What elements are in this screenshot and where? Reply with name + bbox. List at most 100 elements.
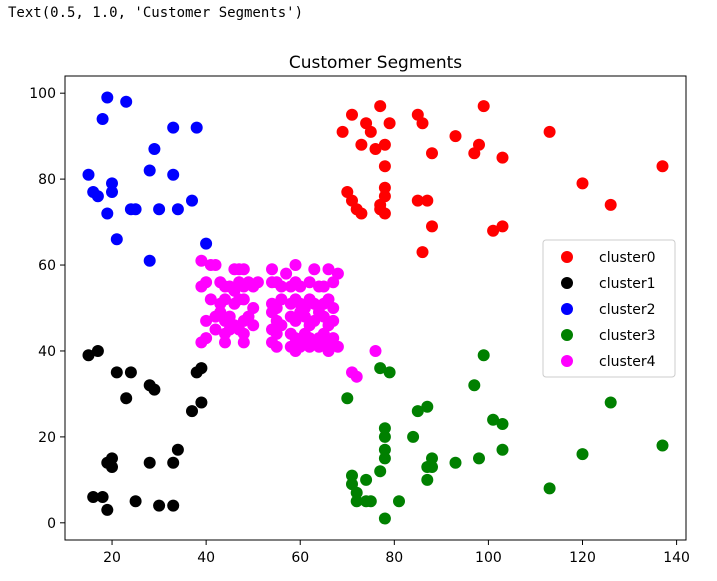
point-cluster3-5 (411, 405, 424, 418)
x-tick-label-40: 40 (197, 550, 215, 566)
point-cluster0-19 (656, 160, 669, 173)
point-cluster2-15 (129, 203, 142, 216)
point-cluster1-22 (167, 499, 180, 512)
chart-title: Customer Segments (289, 53, 462, 73)
point-cluster1-20 (129, 495, 142, 508)
point-cluster4-0 (195, 254, 208, 267)
point-cluster2-1 (120, 95, 133, 108)
point-cluster2-5 (148, 143, 161, 155)
cell-output-text: Text(0.5, 1.0, 'Customer Segments') (8, 5, 304, 21)
legend-marker-cluster0 (561, 251, 573, 263)
point-cluster3-20 (496, 443, 509, 456)
point-cluster0-13 (449, 130, 462, 143)
point-cluster0-34 (426, 220, 438, 233)
point-cluster3-10 (378, 422, 391, 435)
point-cluster1-10 (195, 396, 208, 409)
x-tick-label-120: 120 (569, 550, 596, 566)
x-tick-label-60: 60 (291, 550, 309, 566)
point-cluster4-100 (294, 340, 307, 353)
point-cluster0-21 (604, 198, 617, 211)
point-cluster1-6 (120, 392, 133, 405)
point-cluster1-8 (195, 362, 208, 375)
point-cluster2-9 (106, 177, 118, 190)
point-cluster3-26 (374, 465, 387, 478)
axes-frame (64, 75, 687, 541)
point-cluster4-32 (327, 276, 340, 289)
point-cluster2-19 (110, 233, 123, 246)
point-cluster0-32 (421, 194, 434, 207)
point-cluster2-0 (101, 91, 114, 104)
point-cluster4-104 (331, 340, 344, 353)
point-cluster2-8 (91, 190, 104, 203)
point-cluster4-97 (270, 340, 283, 353)
point-cluster4-22 (251, 276, 264, 289)
legend-marker-cluster4 (561, 355, 573, 367)
point-cluster1-2 (110, 366, 123, 379)
point-cluster2-3 (167, 121, 180, 134)
legend-label-cluster2: cluster2 (599, 302, 656, 318)
point-cluster0-36 (496, 220, 509, 233)
point-cluster4-42 (275, 293, 288, 306)
point-cluster1-16 (171, 443, 184, 456)
point-cluster0-33 (416, 246, 429, 259)
point-cluster4-7 (280, 267, 293, 280)
x-axis: 20 40 60 80 100 120 140 (103, 540, 690, 566)
point-cluster3-23 (346, 469, 358, 482)
point-cluster2-11 (143, 164, 156, 177)
point-cluster4-61 (247, 319, 260, 332)
point-cluster3-12 (378, 443, 391, 456)
point-cluster4-28 (294, 280, 307, 293)
point-cluster3-2 (383, 366, 396, 379)
legend-marker-cluster2 (561, 303, 573, 315)
legend-box (542, 239, 676, 378)
point-cluster3-27 (350, 486, 363, 499)
point-cluster4-107 (350, 370, 363, 383)
point-cluster2-20 (143, 254, 156, 267)
point-cluster3-4 (468, 379, 481, 392)
point-cluster1-3 (124, 366, 137, 379)
point-cluster4-101 (303, 340, 316, 353)
point-cluster1-21 (153, 499, 166, 512)
point-cluster2-21 (200, 237, 213, 250)
point-cluster2-13 (101, 207, 114, 220)
point-cluster0-9 (378, 138, 391, 151)
legend-label-cluster0: cluster0 (599, 250, 656, 266)
point-cluster2-16 (153, 203, 166, 216)
point-cluster4-35 (219, 293, 231, 306)
point-cluster3-8 (496, 418, 509, 430)
point-cluster3-33 (543, 482, 556, 495)
legend-marker-cluster3 (561, 329, 573, 341)
point-cluster4-10 (322, 263, 335, 276)
point-cluster3-14 (407, 430, 420, 443)
x-tick-label-140: 140 (663, 550, 690, 566)
point-cluster3-17 (426, 461, 438, 473)
y-tick-label-0: 0 (47, 516, 56, 532)
point-cluster0-28 (378, 190, 391, 203)
point-cluster3-3 (477, 349, 490, 362)
point-cluster0-5 (383, 117, 396, 130)
point-cluster1-19 (101, 503, 114, 516)
point-cluster2-18 (186, 194, 198, 207)
point-cluster0-8 (369, 143, 382, 155)
point-cluster0-31 (411, 194, 424, 207)
point-cluster0-3 (374, 100, 387, 113)
point-cluster3-6 (421, 400, 434, 413)
point-cluster3-0 (341, 392, 354, 405)
point-cluster1-14 (143, 456, 156, 469)
point-cluster3-28 (350, 495, 363, 508)
x-tick-label-100: 100 (475, 550, 502, 566)
point-cluster3-25 (360, 473, 373, 486)
point-cluster3-31 (393, 495, 405, 508)
point-cluster1-18 (96, 491, 109, 503)
point-cluster2-2 (96, 113, 109, 125)
point-cluster4-94 (219, 336, 231, 349)
legend-label-cluster4: cluster4 (599, 354, 656, 370)
point-cluster4-74 (327, 314, 340, 327)
point-cluster0-30 (378, 207, 391, 220)
y-tick-label-40: 40 (38, 344, 56, 360)
point-cluster1-12 (106, 452, 118, 465)
point-cluster0-35 (487, 224, 500, 237)
point-cluster2-12 (167, 168, 180, 181)
point-cluster4-77 (223, 323, 236, 336)
point-cluster1-9 (186, 405, 198, 418)
